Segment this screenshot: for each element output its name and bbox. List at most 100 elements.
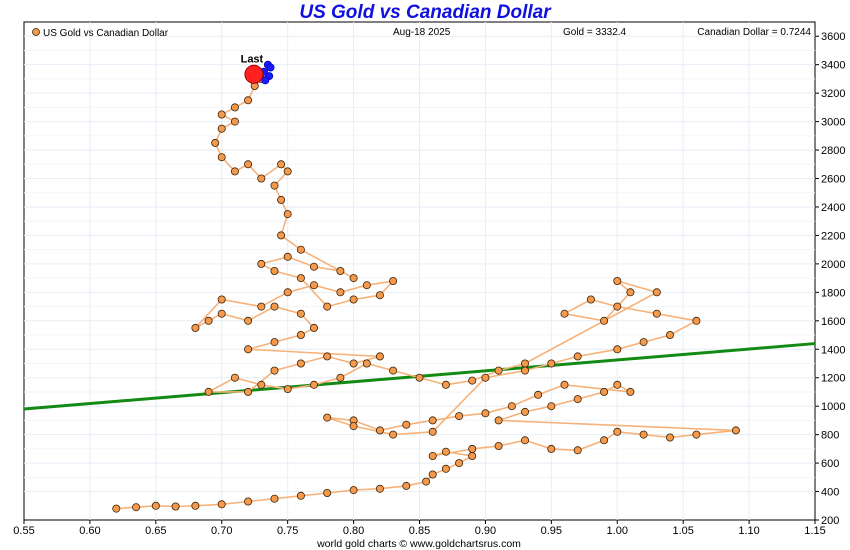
data-point <box>244 96 253 105</box>
data-point <box>244 160 253 169</box>
data-point <box>191 501 200 510</box>
axis-layer: 200 400 600 800 1000 1200 1400 1600 1800 2000 2200… <box>13 31 845 537</box>
recent-data-point <box>266 63 275 72</box>
data-point <box>441 380 450 389</box>
data-point <box>230 117 239 126</box>
data-point <box>455 459 464 468</box>
data-point <box>547 444 556 453</box>
x-tick-label: 0.55 <box>13 525 34 537</box>
data-point <box>277 231 286 240</box>
data-point <box>309 380 318 389</box>
data-point <box>217 309 226 318</box>
data-point <box>613 345 622 354</box>
data-point <box>613 427 622 436</box>
data-point <box>257 174 266 183</box>
data-point <box>573 446 582 455</box>
data-point <box>573 352 582 361</box>
data-point <box>309 262 318 271</box>
data-point <box>349 359 358 368</box>
data-point <box>171 502 180 511</box>
data-point <box>494 416 503 425</box>
data-point <box>336 266 345 275</box>
y-tick-label: 2600 <box>821 174 845 186</box>
data-point <box>112 504 121 513</box>
date-label: Aug-18 2025 <box>393 27 451 38</box>
data-point <box>204 316 213 325</box>
data-point <box>323 413 332 422</box>
data-point <box>270 266 279 275</box>
data-point <box>428 427 437 436</box>
data-point <box>217 500 226 509</box>
data-point <box>428 416 437 425</box>
data-point <box>217 153 226 162</box>
x-tick-label: 0.65 <box>145 525 166 537</box>
data-point <box>204 387 213 396</box>
y-tick-label: 2200 <box>821 230 845 242</box>
data-point <box>481 373 490 382</box>
data-point <box>375 484 384 493</box>
x-tick-label: 1.10 <box>738 525 759 537</box>
data-point <box>230 103 239 112</box>
y-tick-label: 1600 <box>821 316 845 328</box>
data-point <box>666 433 675 442</box>
chart-title: US Gold vs Canadian Dollar <box>299 2 551 23</box>
data-point <box>211 138 220 147</box>
data-point <box>336 373 345 382</box>
x-tick-label: 0.80 <box>343 525 364 537</box>
x-tick-label: 1.00 <box>607 525 628 537</box>
data-point <box>270 181 279 190</box>
data-point <box>296 359 305 368</box>
y-tick-label: 1000 <box>821 401 845 413</box>
y-tick-label: 2000 <box>821 259 845 271</box>
data-point <box>415 373 424 382</box>
y-tick-label: 1200 <box>821 373 845 385</box>
data-point <box>521 436 530 445</box>
y-tick-label: 200 <box>821 515 839 527</box>
data-point <box>277 195 286 204</box>
data-point <box>296 491 305 500</box>
data-point <box>362 359 371 368</box>
data-point <box>277 160 286 169</box>
data-point <box>586 295 595 304</box>
data-point <box>283 210 292 219</box>
data-point <box>547 359 556 368</box>
data-point <box>349 486 358 495</box>
data-point <box>191 323 200 332</box>
data-point <box>402 420 411 429</box>
x-tick-label: 0.90 <box>475 525 496 537</box>
x-tick-label: 0.60 <box>79 525 100 537</box>
data-point <box>349 295 358 304</box>
data-point <box>257 380 266 389</box>
data-point <box>600 436 609 445</box>
data-point <box>309 281 318 290</box>
data-point <box>600 387 609 396</box>
data-point <box>349 274 358 283</box>
data-point <box>422 477 431 486</box>
y-tick-label: 1800 <box>821 287 845 299</box>
data-point <box>441 464 450 473</box>
grid-layer <box>24 22 815 520</box>
data-point <box>257 259 266 268</box>
data-point <box>244 345 253 354</box>
data-point <box>217 124 226 133</box>
data-point <box>270 494 279 503</box>
data-point <box>323 352 332 361</box>
data-point <box>375 426 384 435</box>
data-point <box>692 316 701 325</box>
data-point <box>639 338 648 347</box>
data-point <box>521 407 530 416</box>
x-tick-label: 0.75 <box>277 525 298 537</box>
points-layer <box>112 60 740 513</box>
data-point <box>613 302 622 311</box>
data-point <box>428 470 437 479</box>
data-point <box>613 380 622 389</box>
data-point <box>283 252 292 261</box>
legend-marker <box>32 28 40 36</box>
data-point <box>389 276 398 285</box>
data-point <box>521 359 530 368</box>
cad-readout: Canadian Dollar = 0.7244 <box>697 27 811 38</box>
data-point <box>507 402 516 411</box>
y-tick-label: 2400 <box>821 202 845 214</box>
data-point <box>652 288 661 297</box>
data-point <box>323 302 332 311</box>
